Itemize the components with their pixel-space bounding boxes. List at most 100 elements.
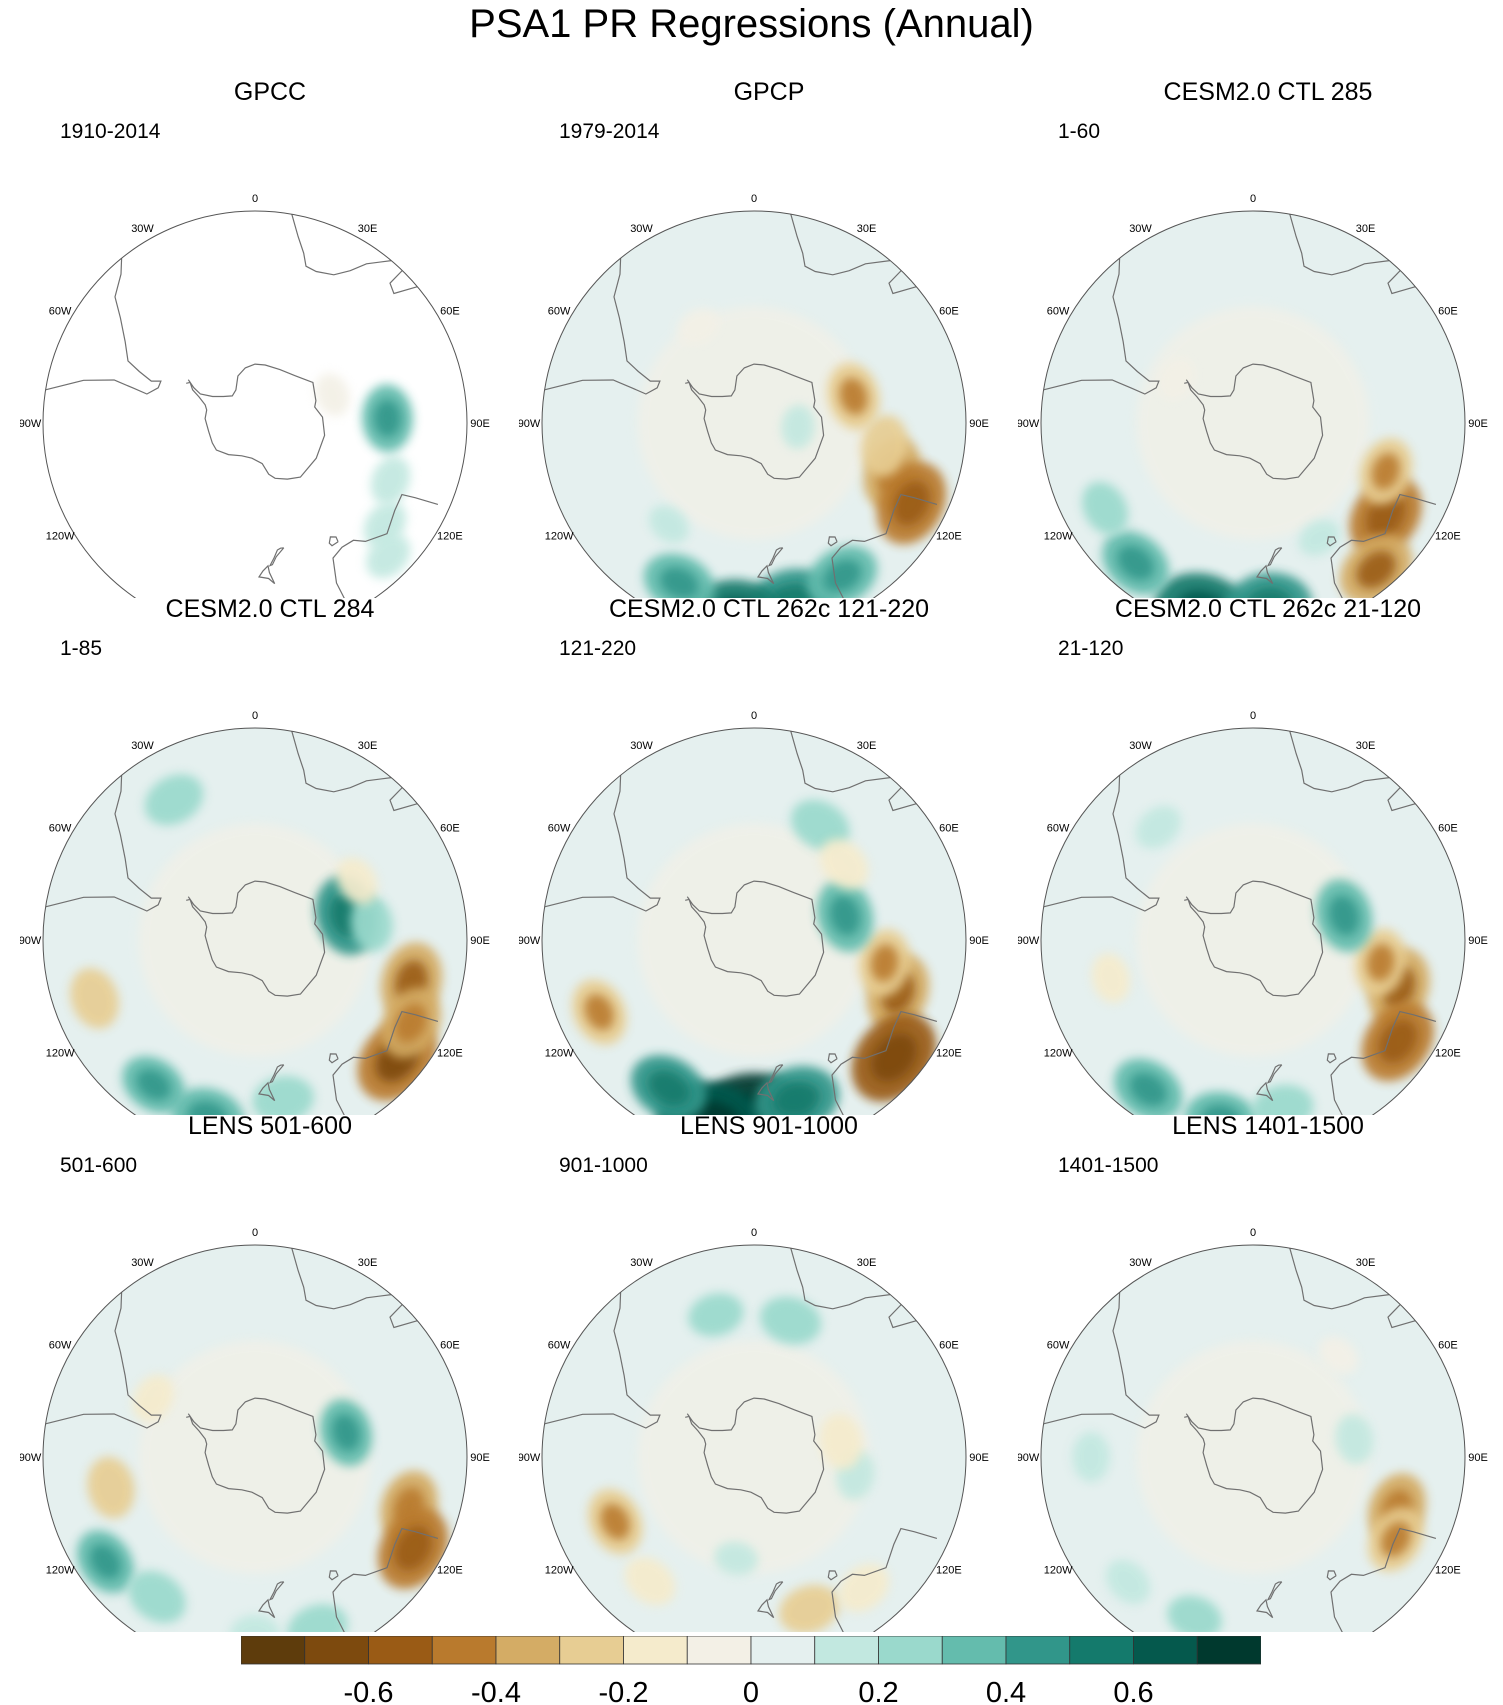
lon-label: 120E — [936, 1048, 962, 1060]
map-panel: CESM2.0 CTL 262c 21-120030E60E90E120E150… — [1018, 595, 1503, 1115]
coastline-africa — [1289, 731, 1390, 793]
coastline-tasmania — [827, 1053, 838, 1064]
figure-title: PSA1 PR Regressions (Annual) — [469, 2, 1034, 46]
polar-map: 030E60E90E120E150E180150W120W90W60W30W — [20, 1227, 490, 1632]
coastline-samerica — [45, 1292, 162, 1429]
panel-title: GPCP — [733, 78, 805, 106]
coastline-samerica — [1043, 1292, 1160, 1429]
anomaly-blob — [1136, 823, 1370, 1057]
anomaly-blob — [714, 1541, 758, 1576]
coastline-nz_north — [257, 564, 276, 585]
anomaly-core — [870, 944, 899, 982]
anomaly-core — [870, 1033, 917, 1082]
coastline-madagascar — [1387, 787, 1416, 812]
anomaly-core — [394, 1526, 433, 1571]
lon-label: 90W — [1018, 418, 1040, 430]
anomaly-blob — [637, 823, 871, 1057]
coastline-nz_north — [1255, 564, 1274, 585]
lon-label: 60E — [1438, 823, 1458, 835]
coastline-samerica — [45, 775, 162, 912]
coastline-nz_north — [1255, 1598, 1274, 1619]
coastline-antarctica — [1184, 363, 1324, 480]
anomaly-blob — [677, 308, 719, 345]
anomaly-core — [1201, 1104, 1242, 1115]
anomaly-blob — [87, 1456, 135, 1519]
lon-label: 90E — [1468, 418, 1488, 430]
anomaly-blob — [688, 1293, 744, 1337]
map-boundary — [1040, 1244, 1466, 1632]
colorbar-box — [686, 1636, 752, 1665]
lon-label: 60W — [548, 1340, 571, 1352]
colorbar-box — [1133, 1636, 1198, 1665]
lon-label: 120W — [545, 1565, 574, 1577]
lon-label: 0 — [252, 193, 258, 205]
coastline-nz_south — [767, 1581, 784, 1601]
coastline-antarctica — [186, 363, 326, 480]
lon-label: 90E — [969, 935, 989, 947]
lon-label: 60W — [1047, 823, 1070, 835]
anomaly-core — [892, 480, 931, 526]
lon-label: 90E — [1468, 935, 1488, 947]
anomaly-blob — [860, 415, 909, 477]
lon-label: 0 — [1250, 1227, 1256, 1239]
lon-label: 90W — [1018, 1452, 1040, 1464]
lon-label: 0 — [751, 193, 757, 205]
lon-label: 90W — [519, 418, 541, 430]
anomaly-blob — [171, 1087, 245, 1115]
lon-label: 30E — [358, 223, 378, 235]
coastline-nz_north — [257, 1081, 276, 1102]
coastline-nz_south — [268, 1581, 285, 1601]
coastline-australia — [332, 1527, 439, 1632]
coastline-nz_north — [756, 1598, 775, 1619]
anomaly-blob — [819, 1413, 863, 1470]
coastline-samerica — [1043, 258, 1160, 395]
lon-label: 120E — [1435, 1048, 1461, 1060]
lon-label: 90W — [519, 1452, 541, 1464]
coastline-australia — [332, 493, 439, 598]
coastline-africa — [790, 731, 891, 793]
lon-label: 90W — [1018, 935, 1040, 947]
lon-label: 0 — [751, 710, 757, 722]
lon-label: 120W — [46, 531, 75, 543]
lon-label: 90E — [969, 418, 989, 430]
anomaly-blob — [128, 1570, 186, 1623]
anomaly-blob — [1091, 953, 1131, 1003]
anomaly-core — [373, 399, 402, 438]
anomaly-core — [394, 1003, 428, 1043]
panel-title: LENS 901-1000 — [680, 1112, 858, 1140]
coastline-madagascar — [888, 787, 917, 812]
anomaly-core — [1328, 895, 1360, 936]
anomaly-blob — [70, 968, 119, 1029]
coastline-madagascar — [888, 1304, 917, 1329]
coastline-madagascar — [389, 787, 418, 812]
panel-period: 121-220 — [559, 637, 637, 660]
anomaly-blob — [779, 1584, 840, 1632]
lon-label: 120E — [936, 531, 962, 543]
map-background — [43, 211, 467, 598]
colorbar-box — [814, 1636, 879, 1665]
panel-period: 21-120 — [1058, 637, 1124, 660]
map-panel: LENS 1401-1500030E60E90E120E150E180150W1… — [1018, 1112, 1503, 1632]
coastline-tasmania — [328, 1053, 339, 1064]
lon-label: 30W — [630, 740, 653, 752]
panel-title: LENS 1401-1500 — [1172, 1112, 1364, 1140]
anomaly-blob — [1135, 805, 1181, 849]
lon-label: 120W — [46, 1565, 75, 1577]
panel-period: 1401-1500 — [1058, 1154, 1159, 1177]
anomaly-core — [187, 1101, 228, 1115]
anomaly-blob — [230, 1614, 280, 1632]
colorbar-box — [750, 1636, 816, 1665]
lon-label: 30W — [131, 1257, 154, 1269]
map-boundary — [541, 1244, 967, 1632]
anomaly-blob — [1318, 1336, 1359, 1375]
coastline-australia — [831, 1010, 938, 1115]
colorbar-box — [878, 1636, 943, 1665]
colorbar-box — [368, 1636, 433, 1665]
lon-label: 60E — [939, 823, 959, 835]
lon-label: 60W — [49, 1340, 72, 1352]
anomaly-core — [1245, 587, 1293, 598]
lon-label: 90W — [20, 935, 42, 947]
coastline-antarctica — [186, 1397, 326, 1514]
coastline-madagascar — [389, 1304, 418, 1329]
anomaly-blob — [1105, 1559, 1151, 1605]
